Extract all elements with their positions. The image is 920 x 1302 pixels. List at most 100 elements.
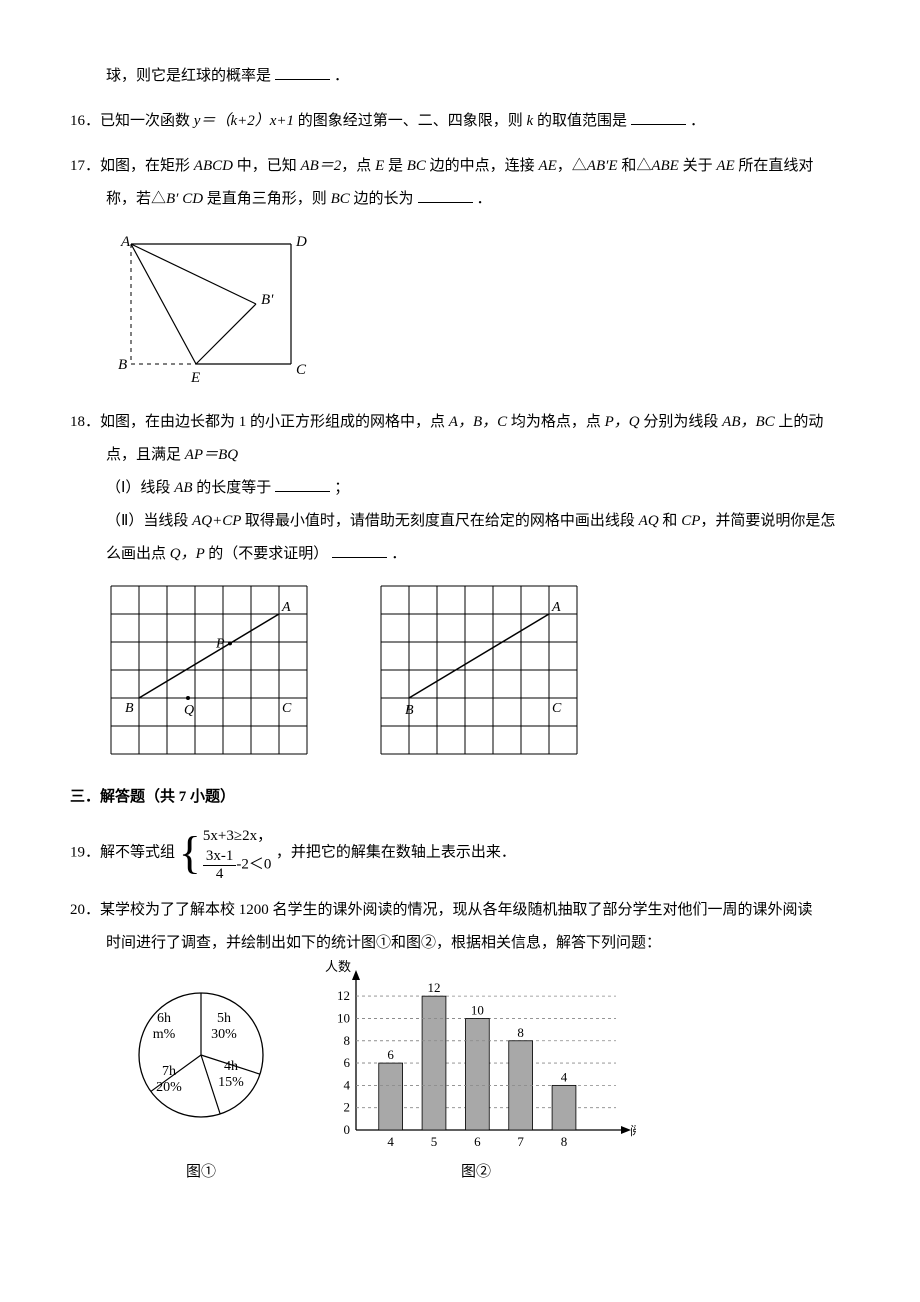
svg-text:P: P <box>215 636 225 651</box>
t: 的（不要求证明） <box>208 546 328 562</box>
t: 是直角三角形，则 <box>207 191 331 207</box>
row1: 5x+3≥2x， <box>203 824 272 848</box>
svg-text:30%: 30% <box>211 1027 237 1042</box>
t: 是 <box>388 158 407 174</box>
bar-chart-container: 人数024681012641251068748阅读时间 /h 图② <box>316 960 636 1189</box>
q-num: 19． <box>70 844 100 860</box>
section-3-heading: 三．解答题（共 7 小题） <box>70 781 850 814</box>
t: 解不等式组 <box>100 844 175 860</box>
label-D: D <box>295 234 307 250</box>
t: 分别为线段 <box>643 414 722 430</box>
pie-chart: 5h30%4h15%7h20%6hm% <box>106 960 296 1150</box>
t: 边的中点，连接 <box>430 158 539 174</box>
t: ； <box>334 480 349 496</box>
svg-text:8: 8 <box>344 1033 351 1048</box>
svg-text:7: 7 <box>517 1134 524 1149</box>
svg-text:5: 5 <box>431 1134 438 1149</box>
row2: 3x-1 4 -2＜0 <box>203 848 272 882</box>
t: （Ⅱ）当线段 <box>106 513 192 529</box>
expr: y＝（k+2）x+1 <box>194 113 298 129</box>
svg-text:6: 6 <box>387 1047 394 1062</box>
label-E: E <box>190 370 200 386</box>
t: 所在直线对 <box>738 158 813 174</box>
q-num: 16． <box>70 113 100 129</box>
question-18: 18．如图，在由边长都为 1 的小正方形组成的网格中，点 A，B，C 均为格点，… <box>70 406 850 761</box>
svg-text:C: C <box>552 701 562 716</box>
left-brace-icon: { <box>179 830 201 876</box>
svg-text:10: 10 <box>337 1010 350 1025</box>
t: 如图，在由边长都为 1 的小正方形组成的网格中，点 <box>100 414 449 430</box>
t: AB＝2 <box>300 158 341 174</box>
bar-chart: 人数024681012641251068748阅读时间 /h <box>316 960 636 1150</box>
t: 点，且满足 <box>106 447 185 463</box>
t: 和△ <box>621 158 651 174</box>
t: ABCD <box>194 158 237 174</box>
t: ． <box>391 546 406 562</box>
t: ，并简要说明你是怎 <box>700 513 835 529</box>
t: ABE <box>651 158 682 174</box>
t: Q，P <box>170 546 208 562</box>
t: ，并把它的解集在数轴上表示出来． <box>276 844 516 860</box>
t: ，点 <box>341 158 375 174</box>
inequality-system: { 5x+3≥2x， 3x-1 4 -2＜0 <box>179 824 272 882</box>
t: ，△ <box>557 158 587 174</box>
t: AE <box>716 158 738 174</box>
q-num: 20． <box>70 902 100 918</box>
t: 上的动 <box>778 414 823 430</box>
label-Bp: B' <box>261 292 274 308</box>
t: 已知一次函数 <box>100 113 194 129</box>
q18-grid-1: A B C P Q <box>106 581 316 761</box>
blank <box>332 542 387 558</box>
bar-caption: 图② <box>316 1156 636 1189</box>
t: AB <box>174 480 196 496</box>
q15-tail: ． <box>334 68 349 84</box>
t: ． <box>477 191 492 207</box>
svg-text:10: 10 <box>471 1002 484 1017</box>
svg-text:Q: Q <box>184 703 194 718</box>
q-num: 17． <box>70 158 100 174</box>
t: E <box>375 158 388 174</box>
svg-text:阅读时间 /h: 阅读时间 /h <box>630 1124 636 1138</box>
q15-text: 球，则它是红球的概率是 <box>106 68 271 84</box>
t: 均为格点，点 <box>511 414 605 430</box>
svg-text:8: 8 <box>561 1134 568 1149</box>
label-A: A <box>120 234 131 250</box>
q18-grid-2: ABC <box>376 581 586 761</box>
q17-figure: A D B C E B' <box>106 224 311 394</box>
svg-text:6: 6 <box>474 1134 481 1149</box>
svg-text:C: C <box>282 701 292 716</box>
t: 某学校为了了解本校 1200 名学生的课外阅读的情况，现从各年级随机抽取了部分学… <box>100 902 813 918</box>
var-k: k <box>527 113 537 129</box>
t: 如图，在矩形 <box>100 158 194 174</box>
svg-text:B: B <box>125 701 134 716</box>
blank <box>631 109 686 125</box>
question-20: 20．某学校为了了解本校 1200 名学生的课外阅读的情况，现从各年级随机抽取了… <box>70 894 850 1189</box>
svg-text:A: A <box>281 600 291 615</box>
t: AB，BC <box>722 414 778 430</box>
svg-text:4: 4 <box>387 1134 394 1149</box>
numerator: 3x-1 <box>203 848 237 866</box>
svg-text:人数: 人数 <box>325 960 351 974</box>
t: -2＜0 <box>236 856 271 872</box>
t: 时间进行了调查，并绘制出如下的统计图①和图②，根据相关信息，解答下列问题： <box>106 935 661 951</box>
svg-text:20%: 20% <box>156 1080 182 1095</box>
svg-text:4h: 4h <box>224 1059 238 1074</box>
svg-text:12: 12 <box>337 988 350 1003</box>
svg-text:0: 0 <box>344 1122 351 1137</box>
blank <box>275 64 330 80</box>
label-B: B <box>118 357 127 373</box>
blank <box>275 476 330 492</box>
t: 关于 <box>683 158 717 174</box>
svg-text:12: 12 <box>428 980 441 995</box>
t: CP <box>681 513 700 529</box>
t: 和 <box>662 513 681 529</box>
svg-text:7h: 7h <box>162 1064 176 1079</box>
svg-text:5h: 5h <box>217 1011 231 1026</box>
t: AP＝BQ <box>185 447 238 463</box>
q-num: 18． <box>70 414 100 430</box>
t: 取得最小值时，请借助无刻度直尺在给定的网格中画出线段 <box>245 513 639 529</box>
t: AQ <box>639 513 663 529</box>
svg-text:6h: 6h <box>157 1011 171 1026</box>
blank <box>418 187 473 203</box>
t: AQ+CP <box>192 513 245 529</box>
